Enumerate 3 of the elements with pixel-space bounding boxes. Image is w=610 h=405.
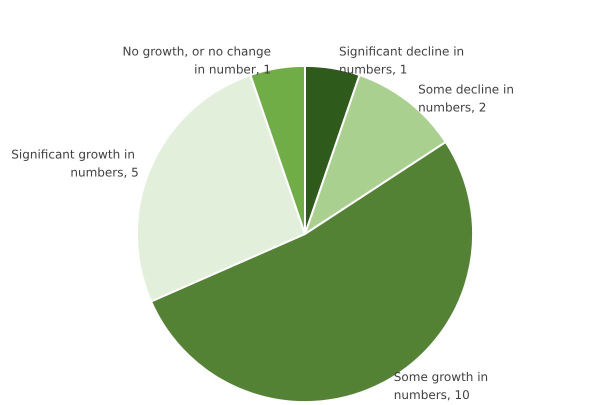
- slice-label: Some growth in numbers, 10: [394, 370, 492, 402]
- slice-label: Some decline in numbers, 2: [418, 82, 518, 114]
- slice-label: Significant growth in numbers, 5: [11, 147, 139, 180]
